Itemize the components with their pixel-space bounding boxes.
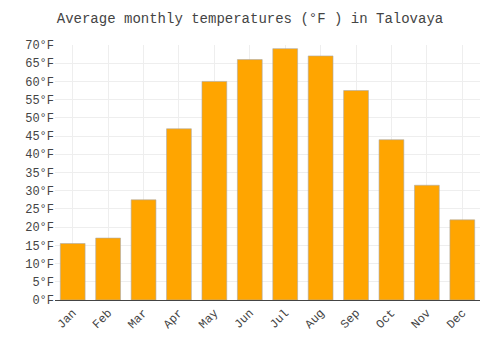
svg-text:Mar: Mar bbox=[125, 307, 150, 332]
svg-text:Average monthly temperatures (: Average monthly temperatures (°F ) in Ta… bbox=[57, 11, 443, 27]
svg-text:0°F: 0°F bbox=[32, 294, 54, 308]
svg-text:30°F: 30°F bbox=[25, 185, 54, 199]
svg-text:55°F: 55°F bbox=[25, 94, 54, 108]
svg-text:Feb: Feb bbox=[90, 307, 115, 332]
svg-text:May: May bbox=[196, 307, 221, 332]
svg-text:40°F: 40°F bbox=[25, 148, 54, 162]
svg-text:Apr: Apr bbox=[161, 307, 186, 332]
svg-text:25°F: 25°F bbox=[25, 203, 54, 217]
svg-text:50°F: 50°F bbox=[25, 112, 54, 126]
svg-text:Oct: Oct bbox=[373, 307, 398, 332]
svg-text:Sep: Sep bbox=[338, 307, 363, 332]
svg-text:70°F: 70°F bbox=[25, 39, 54, 53]
svg-text:35°F: 35°F bbox=[25, 167, 54, 181]
svg-text:5°F: 5°F bbox=[32, 276, 54, 290]
svg-text:15°F: 15°F bbox=[25, 240, 54, 254]
svg-text:65°F: 65°F bbox=[25, 57, 54, 71]
svg-text:Nov: Nov bbox=[409, 307, 434, 332]
svg-text:45°F: 45°F bbox=[25, 130, 54, 144]
svg-text:Aug: Aug bbox=[303, 307, 328, 332]
svg-text:Dec: Dec bbox=[444, 307, 469, 332]
svg-text:Jul: Jul bbox=[267, 307, 292, 332]
svg-text:Jun: Jun bbox=[232, 307, 257, 332]
svg-text:10°F: 10°F bbox=[25, 258, 54, 272]
svg-text:60°F: 60°F bbox=[25, 76, 54, 90]
svg-text:20°F: 20°F bbox=[25, 221, 54, 235]
svg-text:Jan: Jan bbox=[55, 307, 80, 332]
